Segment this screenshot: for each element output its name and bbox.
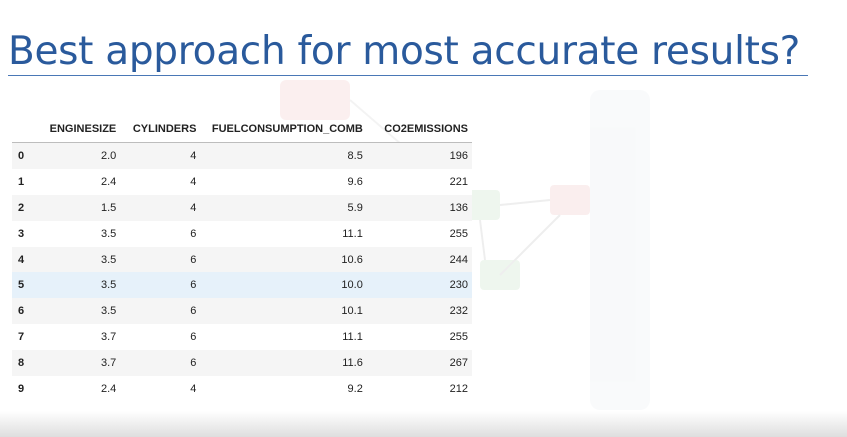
cell-enginesize: 2.4	[100, 175, 117, 188]
table-row: 8 3.7 6 11.6 267	[12, 350, 472, 377]
table-row: 2 1.5 4 5.9 136	[12, 194, 472, 221]
cell-co2emissions: 196	[449, 149, 468, 162]
column-header-enginesize: ENGINESIZE	[32, 116, 121, 143]
bottom-shadow	[0, 411, 847, 437]
cell-fuelconsumption-comb: 9.6	[347, 175, 363, 188]
cell-enginesize: 3.7	[100, 331, 117, 344]
table-header-row: ENGINESIZE CYLINDERS FUELCONSUMPTION_COM…	[12, 116, 472, 143]
row-index: 6	[18, 305, 25, 318]
cell-fuelconsumption-comb: 8.5	[347, 149, 363, 162]
row-index: 2	[18, 201, 25, 214]
cell-enginesize: 3.7	[100, 357, 117, 370]
cell-fuelconsumption-comb: 10.6	[341, 253, 363, 266]
cell-co2emissions: 255	[449, 331, 468, 344]
title-underline	[8, 75, 808, 76]
cell-fuelconsumption-comb: 10.1	[341, 305, 363, 318]
cell-fuelconsumption-comb: 11.1	[342, 227, 363, 240]
cell-fuelconsumption-comb: 10.0	[341, 279, 363, 292]
column-header-cylinders: CYLINDERS	[120, 116, 201, 143]
cell-cylinders: 4	[190, 382, 197, 395]
cell-fuelconsumption-comb: 9.2	[347, 382, 363, 395]
cell-co2emissions: 136	[449, 201, 468, 214]
cell-enginesize: 1.5	[100, 201, 117, 214]
cell-enginesize: 2.4	[100, 382, 117, 395]
cell-enginesize: 3.5	[100, 227, 117, 240]
row-index: 1	[18, 175, 25, 188]
cell-fuelconsumption-comb: 11.6	[342, 357, 363, 370]
cell-enginesize: 3.5	[100, 253, 117, 266]
cell-cylinders: 6	[190, 357, 197, 370]
row-index: 3	[18, 227, 25, 240]
table-row: 0 2.0 4 8.5 196	[12, 142, 472, 169]
cell-cylinders: 4	[190, 201, 197, 214]
cell-co2emissions: 212	[449, 382, 468, 395]
table-row: 6 3.5 6 10.1 232	[12, 298, 472, 325]
cell-cylinders: 6	[190, 331, 197, 344]
cell-co2emissions: 267	[449, 357, 468, 370]
dataframe-container: ENGINESIZE CYLINDERS FUELCONSUMPTION_COM…	[12, 116, 472, 402]
table-row: 4 3.5 6 10.6 244	[12, 246, 472, 273]
column-header-fuelconsumption-comb: FUELCONSUMPTION_COMB	[200, 116, 367, 143]
table-row: 9 2.4 4 9.2 212	[12, 376, 472, 402]
cell-fuelconsumption-comb: 11.1	[342, 331, 363, 344]
cell-fuelconsumption-comb: 5.9	[347, 201, 363, 214]
cell-enginesize: 3.5	[100, 305, 117, 318]
cell-co2emissions: 255	[449, 227, 468, 240]
index-header	[12, 116, 33, 143]
cell-cylinders: 6	[190, 227, 197, 240]
table-row: 3 3.5 6 11.1 255	[12, 220, 472, 247]
table-row: 7 3.7 6 11.1 255	[12, 324, 472, 351]
cell-cylinders: 6	[190, 305, 197, 318]
cell-cylinders: 6	[190, 253, 197, 266]
table-row-highlighted: 5 3.5 6 10.0 230	[12, 272, 472, 299]
cell-co2emissions: 232	[449, 305, 468, 318]
cell-co2emissions: 221	[449, 175, 468, 188]
cell-enginesize: 3.5	[100, 279, 117, 292]
cell-co2emissions: 244	[449, 253, 468, 266]
cell-cylinders: 4	[190, 149, 197, 162]
cell-cylinders: 6	[190, 279, 197, 292]
row-index: 9	[18, 382, 25, 395]
table-row: 1 2.4 4 9.6 221	[12, 168, 472, 195]
slide-title: Best approach for most accurate results?	[8, 29, 801, 74]
cell-co2emissions: 230	[449, 279, 468, 292]
dataframe-table: ENGINESIZE CYLINDERS FUELCONSUMPTION_COM…	[12, 116, 472, 402]
row-index: 8	[18, 357, 25, 370]
cell-enginesize: 2.0	[100, 149, 117, 162]
row-index: 4	[18, 253, 25, 266]
row-index: 5	[18, 279, 25, 292]
row-index: 7	[18, 331, 25, 344]
row-index: 0	[18, 149, 25, 162]
column-header-co2emissions: CO2EMISSIONS	[366, 116, 472, 143]
cell-cylinders: 4	[190, 175, 197, 188]
